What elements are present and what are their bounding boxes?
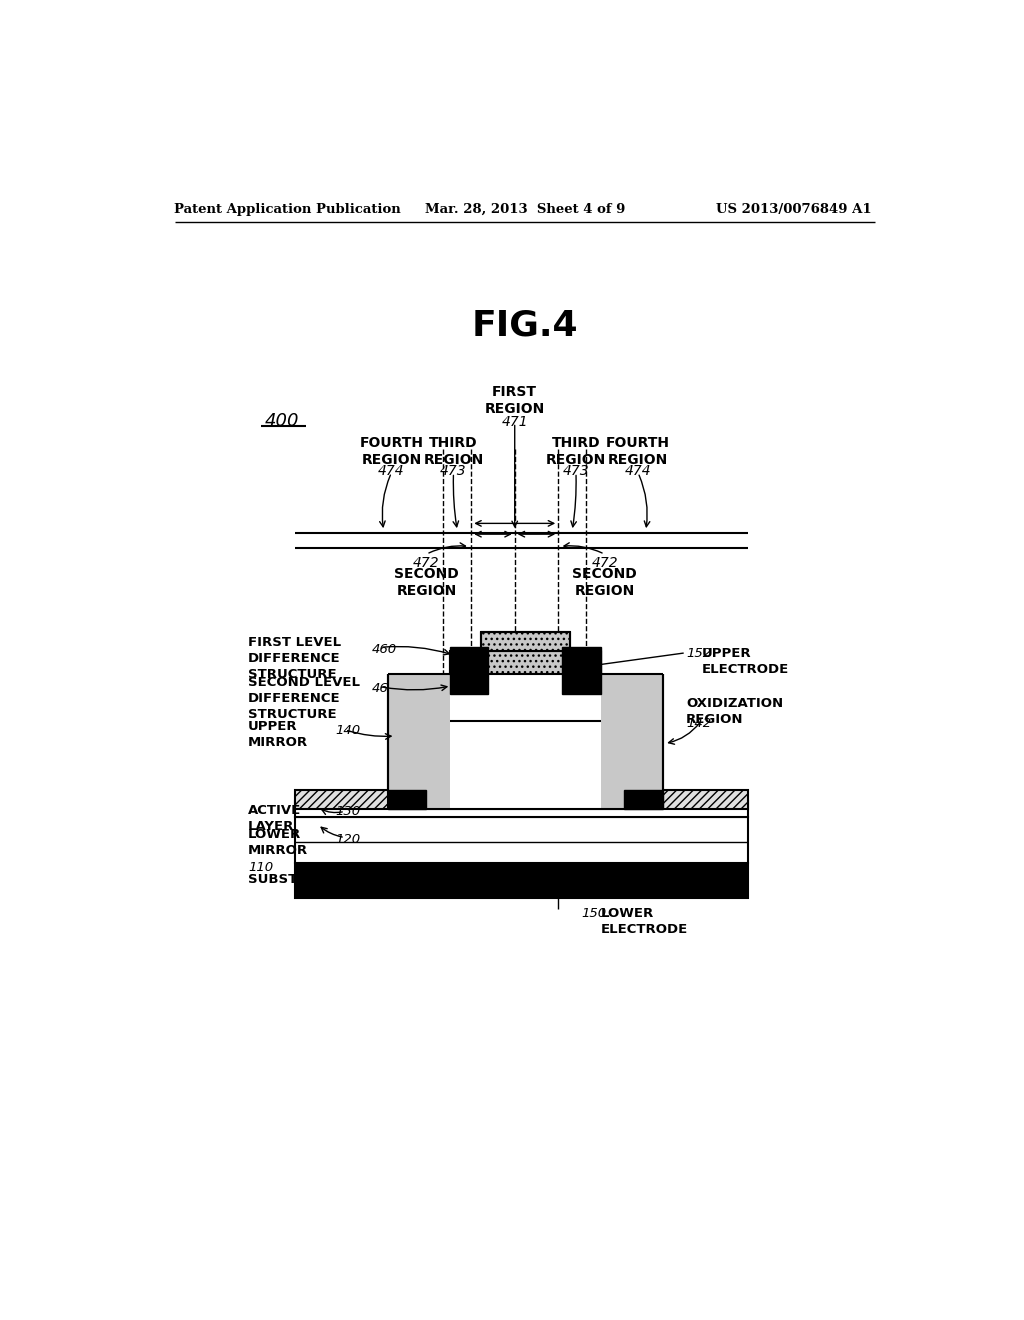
- Bar: [601, 675, 663, 809]
- Text: 150: 150: [582, 907, 606, 920]
- Text: US 2013/0076849 A1: US 2013/0076849 A1: [717, 203, 872, 216]
- Text: SECOND
REGION: SECOND REGION: [394, 566, 459, 598]
- Text: THIRD
REGION: THIRD REGION: [546, 436, 606, 467]
- Text: 140: 140: [336, 725, 360, 738]
- Text: 460: 460: [372, 643, 397, 656]
- Text: THIRD
REGION: THIRD REGION: [423, 436, 483, 467]
- Text: OXIDIZATION
REGION: OXIDIZATION REGION: [686, 697, 783, 726]
- Text: 473: 473: [440, 465, 467, 478]
- Text: 472: 472: [413, 556, 439, 570]
- Text: 130: 130: [336, 805, 360, 818]
- Text: UPPER
ELECTRODE: UPPER ELECTRODE: [701, 647, 788, 676]
- Text: 473: 473: [562, 465, 589, 478]
- Bar: [295, 789, 748, 809]
- Bar: [450, 675, 601, 809]
- Text: LOWER
ELECTRODE: LOWER ELECTRODE: [601, 907, 688, 936]
- Bar: [450, 651, 601, 675]
- Bar: [295, 817, 748, 863]
- Text: 152: 152: [686, 647, 711, 660]
- Text: 142: 142: [686, 718, 711, 730]
- Text: 462: 462: [372, 682, 397, 696]
- Bar: [624, 789, 663, 809]
- Bar: [562, 647, 601, 693]
- Text: SECOND LEVEL
DIFFERENCE
STRUCTURE: SECOND LEVEL DIFFERENCE STRUCTURE: [248, 676, 360, 721]
- Bar: [480, 632, 569, 651]
- Text: 110: 110: [248, 861, 273, 874]
- Text: FIG.4: FIG.4: [471, 309, 579, 343]
- Text: FOURTH
REGION: FOURTH REGION: [606, 436, 670, 467]
- Text: ACTIVE
LAYER: ACTIVE LAYER: [248, 804, 301, 833]
- Text: 400: 400: [264, 412, 299, 430]
- Text: SECOND
REGION: SECOND REGION: [572, 566, 637, 598]
- Bar: [388, 789, 426, 809]
- Text: SUBSTRATE: SUBSTRATE: [248, 873, 335, 886]
- Text: 472: 472: [591, 556, 617, 570]
- Text: LOWER
MIRROR: LOWER MIRROR: [248, 829, 308, 857]
- Bar: [388, 675, 450, 809]
- Text: 474: 474: [625, 465, 651, 478]
- Text: UPPER
MIRROR: UPPER MIRROR: [248, 721, 308, 750]
- Text: 120: 120: [336, 833, 360, 846]
- Text: 474: 474: [378, 465, 404, 478]
- Bar: [295, 863, 748, 898]
- Text: FIRST
REGION: FIRST REGION: [484, 385, 545, 416]
- Text: Mar. 28, 2013  Sheet 4 of 9: Mar. 28, 2013 Sheet 4 of 9: [425, 203, 625, 216]
- Text: Patent Application Publication: Patent Application Publication: [174, 203, 401, 216]
- Bar: [295, 801, 748, 817]
- Text: FIRST LEVEL
DIFFERENCE
STRUCTURE: FIRST LEVEL DIFFERENCE STRUCTURE: [248, 636, 341, 681]
- Text: FOURTH
REGION: FOURTH REGION: [359, 436, 424, 467]
- Bar: [450, 647, 488, 693]
- Text: 471: 471: [502, 414, 528, 429]
